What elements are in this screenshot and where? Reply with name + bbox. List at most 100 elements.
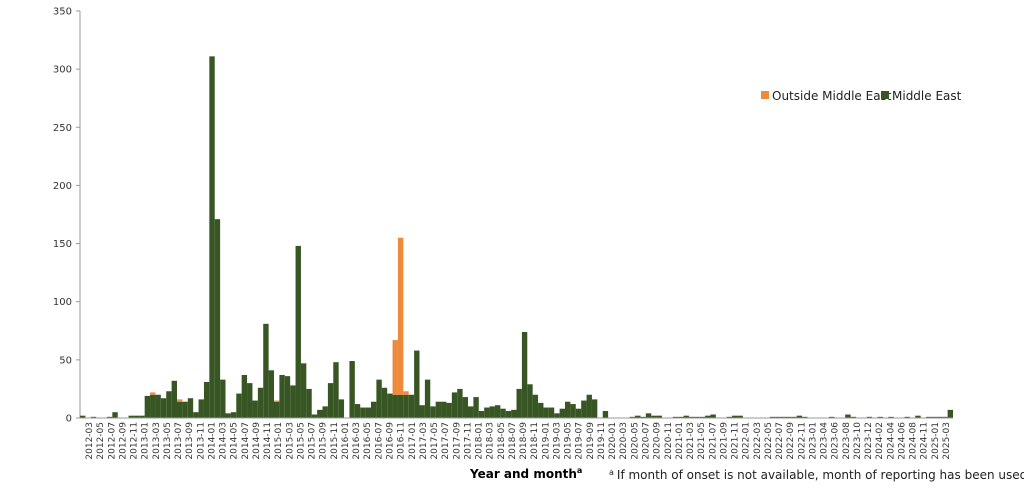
x-tick-label: 2015-07 (308, 422, 318, 460)
bar-middle-east (710, 414, 716, 418)
footnote: a If month of onset is not available, mon… (609, 468, 1024, 482)
x-tick-label: 2013-09 (185, 422, 195, 460)
x-tick-label: 2015-03 (285, 422, 295, 460)
bar-middle-east (726, 416, 733, 418)
bar-middle-east (435, 401, 442, 418)
bar-middle-east (155, 394, 161, 418)
bar-middle-east (349, 361, 355, 418)
bar-outside-middle-east (274, 400, 280, 402)
bar-middle-east (500, 408, 506, 418)
bar-middle-east (942, 416, 948, 418)
bar-middle-east (543, 407, 549, 418)
x-tick-label: 2014-11 (263, 422, 273, 460)
y-tick-label: 50 (59, 355, 72, 366)
bar-middle-east (511, 409, 517, 418)
bar-middle-east (424, 379, 431, 418)
x-tick-label: 2020-09 (653, 422, 663, 460)
bar-middle-east (705, 415, 711, 418)
bar-middle-east (225, 413, 231, 418)
bar-middle-east (360, 407, 366, 418)
y-tick-label: 200 (53, 181, 72, 192)
bar-middle-east (785, 416, 792, 418)
footnote-marker: a (609, 468, 614, 477)
bar-middle-east (732, 415, 738, 418)
x-tick-label: 2021-09 (719, 422, 729, 460)
x-tick-label: 2018-09 (519, 422, 529, 460)
x-tick-label: 2022-05 (764, 422, 774, 460)
bar-middle-east (397, 394, 404, 418)
bar-middle-east (678, 416, 684, 418)
x-tick-label: 2017-11 (463, 422, 473, 460)
bar-middle-east (263, 323, 269, 418)
bar-middle-east (144, 395, 151, 418)
x-tick-label: 2024-06 (897, 422, 907, 460)
bar-middle-east (672, 416, 679, 418)
bar-middle-east (430, 406, 436, 418)
y-axis: 0 50 100 150 200 250 300 350 (53, 7, 81, 425)
x-tick-label: 2022-07 (775, 422, 785, 460)
bar-middle-east (538, 402, 544, 418)
bar-middle-east (306, 388, 312, 418)
bar-middle-east (160, 398, 167, 418)
x-tick-label: 2021-11 (731, 422, 741, 460)
bar-middle-east (591, 399, 598, 418)
bar-middle-east (166, 391, 172, 418)
bar-outside-middle-east (397, 237, 404, 395)
x-tick-label: 2015-09 (319, 422, 329, 460)
x-tick-label: 2021-07 (708, 422, 718, 460)
x-tick-label: 2016-11 (397, 422, 407, 460)
bar-middle-east (462, 397, 468, 418)
bar-outside-middle-east (392, 340, 398, 395)
x-tick-label: 2021-03 (686, 422, 696, 460)
x-tick-label: 2020-01 (608, 422, 618, 460)
x-tick-label: 2018-05 (497, 422, 507, 460)
x-tick-label: 2013-01 (141, 422, 151, 460)
bar-middle-east (769, 416, 776, 418)
bar-middle-east (602, 411, 609, 418)
bar-middle-east (274, 401, 280, 418)
y-tick-label: 350 (53, 7, 72, 18)
bar-middle-east (926, 416, 932, 418)
bar-middle-east (635, 415, 641, 418)
x-tick-label: 2014-03 (219, 422, 229, 460)
x-tick-label: 2012-07 (107, 422, 117, 460)
bar-middle-east (247, 383, 253, 418)
bar-middle-east (403, 394, 409, 418)
y-tick-label: 0 (66, 414, 72, 425)
bar-middle-east (688, 416, 695, 418)
bar-middle-east (295, 245, 301, 418)
x-tick-label: 2012-05 (96, 422, 106, 460)
bar-middle-east (565, 401, 571, 418)
bar-middle-east (209, 56, 215, 418)
y-tick-label: 300 (53, 65, 72, 76)
bar-middle-east (187, 398, 194, 418)
bar-middle-east (252, 400, 258, 418)
bar-outside-middle-east (177, 399, 183, 402)
bar-middle-east (473, 397, 479, 418)
bar-middle-east (193, 412, 199, 418)
bar-middle-east (381, 387, 388, 418)
x-tick-label: 2017-07 (441, 422, 451, 460)
x-tick-label: 2012-11 (130, 422, 140, 460)
x-tick-label: 2024-08 (909, 422, 919, 460)
bar-middle-east (441, 401, 447, 418)
bar-middle-east (80, 415, 86, 418)
x-tick-label: 2022-09 (786, 422, 796, 460)
bar-middle-east (230, 412, 237, 418)
bar-middle-east (317, 409, 323, 418)
bar-middle-east (139, 415, 145, 418)
bar-middle-east (521, 331, 528, 418)
bar-middle-east (931, 416, 937, 418)
bar-middle-east (645, 413, 652, 418)
bar-middle-east (414, 350, 420, 418)
x-tick-label: 2023-08 (842, 422, 852, 460)
bar-middle-east (586, 394, 592, 418)
bar-middle-east (796, 415, 803, 418)
bar-middle-east (408, 394, 415, 418)
bar-middle-east (257, 387, 264, 418)
bar-middle-east (484, 407, 490, 418)
bar-middle-east (198, 399, 204, 418)
x-axis: 2012-03 2012-05 2012-07 2012-09 2012-11 2013-… (80, 417, 953, 460)
bar-middle-east (780, 416, 786, 418)
bar-middle-east (446, 402, 452, 418)
